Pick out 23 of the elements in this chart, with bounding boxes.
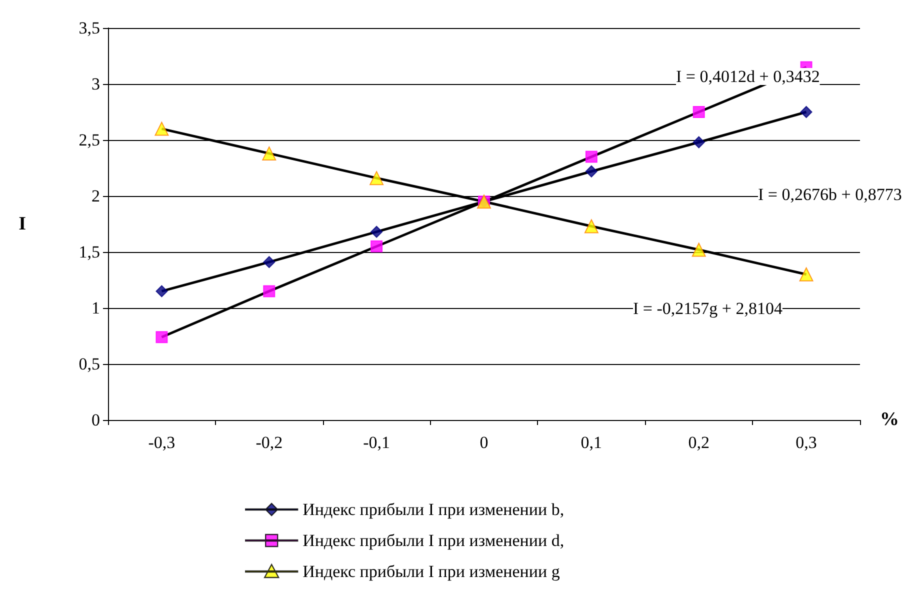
x-tick-label: 0 bbox=[480, 433, 488, 452]
y-tick-label: 1 bbox=[92, 298, 100, 318]
legend-label: Индекс прибыли I при изменении d, bbox=[302, 531, 564, 550]
annotation: I = 0,2676b + 0,8773 bbox=[758, 185, 902, 204]
x-tick-label: 0,2 bbox=[688, 433, 710, 452]
y-tick-label: 3 bbox=[92, 74, 100, 94]
x-tick-label: -0,3 bbox=[148, 433, 176, 452]
annotation: I = 0,4012d + 0,3432 bbox=[676, 67, 820, 86]
y-tick-label: 0 bbox=[92, 410, 100, 430]
x-tick-label: 0,1 bbox=[580, 433, 602, 452]
y-tick-label: 0,5 bbox=[78, 354, 100, 374]
y-axis-title: I bbox=[18, 214, 26, 234]
y-tick-label: 2 bbox=[92, 186, 100, 206]
legend-label: Индекс прибыли I при изменении g bbox=[302, 562, 560, 581]
annotation: I = -0,2157g + 2,8104 bbox=[633, 299, 783, 318]
x-axis-title: % bbox=[880, 409, 899, 430]
y-tick-label: 3,5 bbox=[78, 18, 100, 38]
x-tick-label: -0,1 bbox=[363, 433, 390, 452]
y-tick-label: 2,5 bbox=[78, 130, 100, 150]
x-tick-label: 0,3 bbox=[796, 433, 817, 452]
x-tick-label: -0,2 bbox=[256, 433, 283, 452]
y-tick-label: 1,5 bbox=[78, 242, 100, 262]
legend-label: Индекс прибыли I при изменении b, bbox=[302, 500, 564, 519]
